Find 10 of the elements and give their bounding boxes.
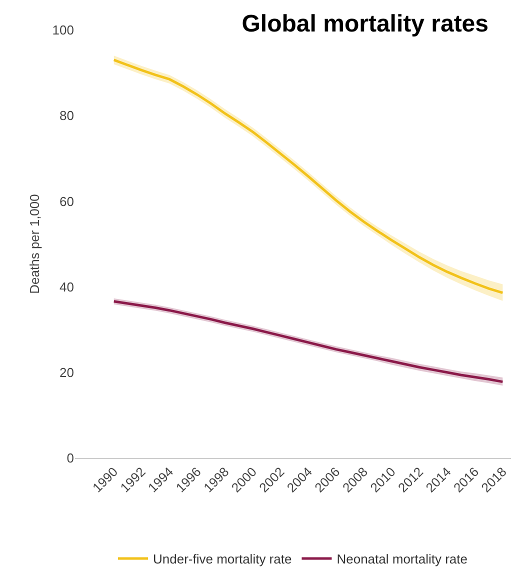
legend-label: Neonatal mortality rate — [336, 552, 468, 567]
y-tick-label: 0 — [66, 450, 74, 466]
y-tick-label: 60 — [60, 194, 74, 209]
y-axis-title: Deaths per 1,000 — [27, 194, 42, 294]
legend-label: Under-five mortality rate — [153, 552, 292, 567]
y-tick-label: 40 — [60, 279, 74, 294]
y-tick-label: 20 — [60, 364, 74, 380]
y-tick-label: 80 — [60, 108, 74, 124]
chart-title: Global mortality rates — [242, 10, 489, 38]
y-tick-label: 100 — [52, 22, 74, 38]
